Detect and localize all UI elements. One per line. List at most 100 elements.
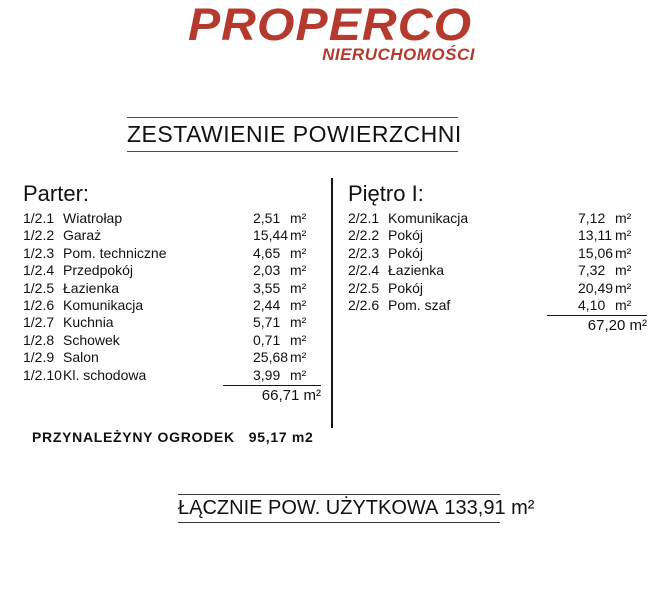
room-area-unit: m² — [290, 244, 307, 261]
room-area-unit: m² — [615, 210, 632, 226]
garden-note-label: PRZYNALEŻYNY OGRODEK — [32, 429, 235, 445]
room-name: Kl. schodowa — [63, 366, 147, 383]
room-code: 2/2.6 — [348, 296, 380, 313]
room-row: 1/2.9 Salon 25,68 m² — [23, 349, 323, 366]
room-area-value: 0,71 — [253, 331, 281, 348]
room-area-value: 4,10 — [578, 296, 606, 313]
room-code: 2/2.2 — [348, 227, 380, 244]
room-list-parter: 1/2.1 Wiatrołap 2,51 m² 1/2.2 Garaż 15,44 m² 1/2… — [23, 210, 323, 384]
grand-total-box: ŁĄCZNIE POW. UŻYTKOWA 133,91 m² — [178, 494, 534, 523]
room-area-value: 2,44 — [253, 296, 281, 313]
room-code: 1/2.7 — [23, 314, 55, 331]
room-name: Pom. szaf — [388, 296, 451, 313]
room-area-unit: m² — [615, 244, 632, 261]
brand-subtitle: NIERUCHOMOŚCI — [322, 45, 475, 64]
brand-name: PROPERCO — [188, 0, 473, 50]
room-row: 1/2.7 Kuchnia 5,71 m² — [23, 314, 323, 331]
room-list-pietro: 2/2.1 Komunikacja 7,12 m² 2/2.2 Pokój 13,11 m² 2… — [348, 210, 648, 314]
room-row: 2/2.1 Komunikacja 7,12 m² — [348, 210, 648, 227]
section-total-pietro: 67,20 m² — [547, 315, 647, 334]
room-name: Pokój — [388, 279, 424, 296]
room-row: 1/2.2 Garaż 15,44 m² — [23, 227, 323, 244]
room-code: 2/2.4 — [348, 262, 380, 279]
garden-note: PRZYNALEŻYNY OGRODEK 95,17 m2 — [32, 429, 314, 445]
room-area-unit: m² — [290, 210, 307, 226]
section-heading-pietro: Piętro I: — [348, 181, 424, 206]
room-name: Kuchnia — [63, 314, 114, 331]
room-code: 1/2.1 — [23, 210, 55, 226]
room-row: 2/2.5 Pokój 20,49 m² — [348, 280, 648, 297]
room-name: Wiatrołap — [63, 210, 123, 226]
room-area-unit: m² — [290, 296, 307, 313]
section-heading-parter: Parter: — [23, 181, 90, 206]
room-area-unit: m² — [615, 262, 632, 279]
document-title-box: ZESTAWIENIE POWIERZCHNI — [127, 117, 461, 152]
room-area-value: 2,51 — [253, 210, 281, 226]
room-area-value: 3,99 — [253, 366, 281, 383]
room-area-unit: m² — [615, 296, 632, 313]
room-area-unit: m² — [290, 227, 307, 244]
room-row: 1/2.10Kl. schodowa 3,99 m² — [23, 367, 323, 384]
room-name: Pokój — [388, 227, 424, 244]
section-parter: Parter: 1/2.1 Wiatrołap 2,51 m² 1/2.2 Garaż 15… — [23, 183, 323, 404]
room-row: 1/2.6 Komunikacja 2,44 m² — [23, 297, 323, 314]
room-row: 1/2.5 Łazienka 3,55 m² — [23, 280, 323, 297]
room-name: Komunikacja — [63, 296, 144, 313]
room-code: 2/2.1 — [348, 210, 380, 226]
column-divider — [331, 178, 333, 428]
section-pietro: Piętro I: 2/2.1 Komunikacja 7,12 m² 2/2.2 Pok… — [348, 183, 648, 334]
room-name: Komunikacja — [388, 210, 469, 226]
room-row: 2/2.2 Pokój 13,11 m² — [348, 227, 648, 244]
room-area-value: 3,55 — [253, 279, 281, 296]
grand-total-label: ŁĄCZNIE POW. UŻYTKOWA — [178, 497, 439, 519]
room-name: Łazienka — [388, 262, 445, 279]
room-code: 1/2.2 — [23, 227, 55, 244]
room-name: Garaż — [63, 227, 102, 244]
room-area-unit: m² — [615, 279, 632, 296]
garden-note-value: 95,17 m2 — [248, 429, 314, 445]
logo: PROPERCO NIERUCHOMOŚCI — [188, 2, 480, 64]
room-area-value: 5,71 — [253, 314, 281, 331]
room-area-unit: m² — [290, 279, 307, 296]
room-area-unit: m² — [290, 331, 307, 348]
room-name: Pokój — [388, 244, 424, 261]
room-row: 2/2.6 Pom. szaf 4,10 m² — [348, 297, 648, 314]
room-code: 1/2.3 — [23, 244, 55, 261]
room-name: Przedpokój — [63, 262, 134, 279]
room-area-unit: m² — [290, 314, 307, 331]
room-area-value: 7,32 — [578, 262, 606, 279]
room-row: 1/2.4 Przedpokój 2,03 m² — [23, 262, 323, 279]
room-area-unit: m² — [290, 262, 307, 279]
room-code: 1/2.5 — [23, 279, 55, 296]
room-row: 1/2.8 Schowek 0,71 m² — [23, 332, 323, 349]
room-area-value: 13,11 — [578, 227, 612, 244]
document-title: ZESTAWIENIE POWIERZCHNI — [127, 121, 462, 147]
room-row: 2/2.3 Pokój 15,06 m² — [348, 245, 648, 262]
room-area-value: 7,12 — [578, 210, 606, 226]
room-code: 1/2.4 — [23, 262, 55, 279]
room-code: 1/2.9 — [23, 349, 55, 366]
room-name: Pom. techniczne — [63, 244, 167, 261]
room-name: Łazienka — [63, 279, 120, 296]
room-area-unit: m² — [615, 227, 632, 244]
section-total-parter: 66,71 m² — [223, 384, 321, 404]
room-code: 1/2.8 — [23, 331, 55, 348]
room-area-value: 20,49 — [578, 279, 614, 296]
room-name: Schowek — [63, 331, 120, 348]
room-code: 2/2.3 — [348, 244, 380, 261]
room-area-unit: m² — [290, 366, 307, 383]
room-code: 1/2.6 — [23, 296, 55, 313]
room-code: 2/2.5 — [348, 279, 380, 296]
room-name: Salon — [63, 349, 99, 366]
room-area-value: 2,03 — [253, 262, 281, 279]
room-area-value: 4,65 — [253, 244, 281, 261]
room-area-value: 15,44 — [253, 227, 289, 244]
room-area-value: 25,68 — [253, 349, 289, 366]
room-row: 1/2.1 Wiatrołap 2,51 m² — [23, 210, 323, 227]
room-area-value: 15,06 — [578, 244, 614, 261]
room-row: 1/2.3 Pom. techniczne 4,65 m² — [23, 245, 323, 262]
room-row: 2/2.4 Łazienka 7,32 m² — [348, 262, 648, 279]
room-area-unit: m² — [290, 349, 307, 366]
room-code: 1/2.10 — [23, 366, 62, 383]
